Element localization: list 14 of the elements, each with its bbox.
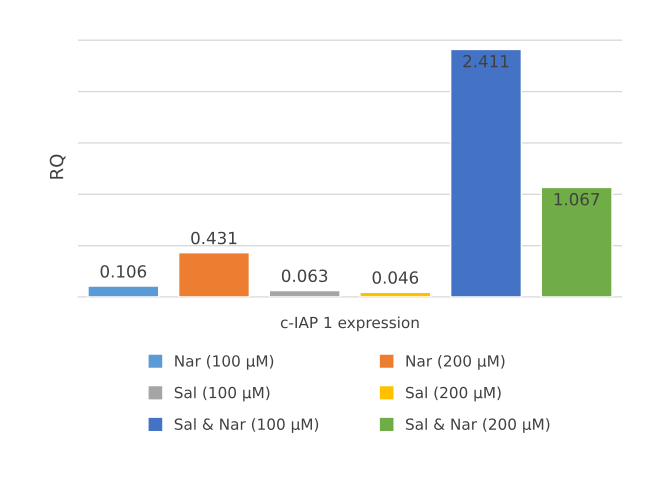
legend-label: Nar (200 µM) <box>406 354 504 370</box>
data-label: 2.411 <box>463 54 508 68</box>
legend-label: Nar (100 µM) <box>175 354 274 370</box>
data-label: 0.063 <box>282 269 328 282</box>
x-axis-title: c-IAP 1 expression <box>280 316 419 332</box>
legend-label: Sal (100 µM) <box>174 386 270 402</box>
data-label: 0.046 <box>372 271 418 284</box>
data-label: 0.431 <box>191 232 236 244</box>
legend-label: Sal & Nar (100 µM) <box>174 418 318 433</box>
legend-label: Sal (200 µM) <box>406 386 501 402</box>
data-label: 1.067 <box>554 192 600 206</box>
y-axis-title: RQ <box>50 154 66 179</box>
legend-label: Sal & Nar (200 µM) <box>406 418 550 433</box>
data-label: 0.106 <box>100 265 146 278</box>
